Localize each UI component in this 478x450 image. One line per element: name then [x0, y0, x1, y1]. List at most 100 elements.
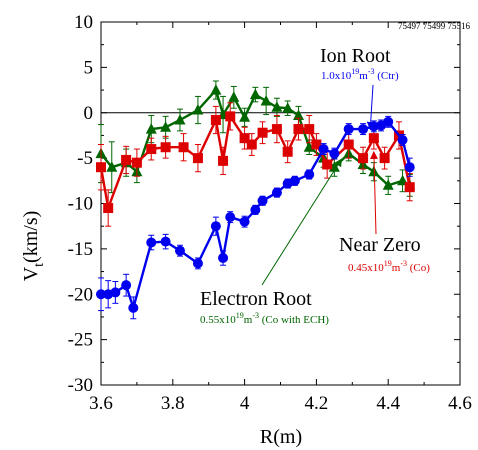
- data-point: [368, 165, 380, 177]
- plot-frame: [100, 21, 461, 386]
- y-tick-label: 0: [84, 103, 94, 124]
- data-point: [160, 121, 172, 132]
- y-tick-label: -30: [68, 375, 93, 396]
- data-point: [289, 175, 300, 186]
- annotation-electron-root-title: Electron Root: [200, 288, 312, 310]
- annotation-near-zero-title: Near Zero: [339, 234, 421, 256]
- data-point: [322, 159, 333, 170]
- shot-numbers: 75497 75499 75516: [398, 21, 471, 31]
- y-tick-label: -10: [68, 194, 93, 215]
- data-point: [293, 124, 304, 135]
- x-tick-label: 3.6: [89, 393, 113, 414]
- y-tick-label: 10: [74, 12, 93, 33]
- data-point: [128, 302, 139, 313]
- data-point: [239, 111, 251, 122]
- data-point: [329, 148, 340, 159]
- data-point: [250, 204, 261, 215]
- x-tick-label: 4: [240, 393, 250, 414]
- data-point: [192, 153, 203, 164]
- data-point: [225, 212, 236, 223]
- data-point: [246, 139, 257, 150]
- data-point: [379, 153, 390, 164]
- data-point: [146, 144, 157, 155]
- data-point: [282, 102, 294, 113]
- data-point: [174, 114, 186, 125]
- data-point: [343, 124, 354, 135]
- series-near-zero: [96, 102, 415, 227]
- data-point: [239, 133, 250, 144]
- y-axis-title-sub: t: [32, 263, 47, 267]
- data-point: [210, 115, 221, 126]
- annotation-near-zero: Near Zero 0.45x1019m-3 (Co): [339, 234, 430, 274]
- data-point: [404, 182, 415, 193]
- svg-text:Vt(km/s): Vt(km/s): [20, 211, 47, 282]
- data-point: [96, 162, 106, 173]
- data-point: [257, 127, 268, 138]
- data-point: [397, 134, 408, 145]
- annotation-electron-root-detail: 0.55x1019m-3 (Co with ECH): [200, 311, 329, 326]
- y-tick-label: 5: [84, 57, 94, 78]
- data-point: [210, 221, 221, 232]
- data-point: [121, 154, 132, 165]
- data-point: [106, 161, 118, 172]
- y-axis-title: Vt(km/s): [20, 211, 47, 282]
- data-point: [343, 139, 354, 150]
- data-point: [218, 252, 229, 263]
- annotation-ion-root-title: Ion Root: [320, 45, 391, 67]
- data-point: [110, 287, 121, 298]
- data-point: [239, 216, 250, 227]
- annotation-near-zero-detail: 0.45x1019m-3 (Co): [348, 259, 430, 274]
- data-point: [293, 109, 304, 120]
- data-point: [257, 195, 268, 206]
- annotation-ion-root-arrow: [366, 84, 375, 130]
- x-tick-label: 4.4: [376, 393, 400, 414]
- data-point: [192, 258, 203, 269]
- y-tick-label: -20: [68, 284, 93, 305]
- data-point: [311, 139, 322, 150]
- data-point: [225, 111, 236, 122]
- data-point: [103, 203, 114, 214]
- data-point: [271, 124, 282, 135]
- data-point: [178, 142, 189, 153]
- data-point: [210, 84, 222, 95]
- y-axis-title-main: V: [20, 266, 42, 281]
- annotation-electron-root: Electron Root 0.55x1019m-3 (Co with ECH): [200, 288, 329, 326]
- x-tick-label: 3.8: [161, 393, 185, 414]
- y-tick-label: -25: [68, 330, 93, 351]
- data-point: [145, 123, 157, 134]
- data-point: [383, 116, 394, 127]
- y-tick-label: -5: [77, 148, 93, 169]
- x-axis-title: R(m): [260, 426, 302, 448]
- data-point: [160, 142, 171, 153]
- data-point: [404, 162, 415, 173]
- data-point: [282, 146, 293, 157]
- x-tick-label: 4.2: [305, 393, 329, 414]
- data-point: [358, 153, 369, 164]
- data-point: [218, 155, 229, 166]
- x-tick-label: 4.6: [448, 393, 472, 414]
- data-point: [368, 133, 379, 144]
- data-point: [146, 237, 157, 248]
- annotation-near-zero-arrow: [370, 150, 379, 235]
- data-point: [160, 236, 171, 247]
- data-point: [304, 169, 315, 180]
- data-point: [192, 104, 204, 115]
- y-axis-title-unit: (km/s): [20, 211, 42, 263]
- data-point: [271, 101, 283, 112]
- y-tick-label: -15: [68, 239, 93, 260]
- data-point: [96, 289, 106, 300]
- data-point: [304, 124, 315, 135]
- data-point: [249, 88, 261, 100]
- data-point: [228, 91, 240, 102]
- data-point: [131, 157, 142, 168]
- annotation-electron-root-arrow: [261, 158, 342, 286]
- data-point: [121, 280, 132, 291]
- data-point: [260, 95, 272, 106]
- annotation-ion-root-detail: 1.0x1019m-3 (Ctr): [321, 67, 399, 82]
- series-electron-root: [95, 80, 416, 197]
- data-point: [358, 124, 369, 135]
- data-point: [318, 144, 329, 155]
- annotation-ion-root: Ion Root 1.0x1019m-3 (Ctr): [320, 45, 399, 82]
- data-point: [271, 187, 282, 198]
